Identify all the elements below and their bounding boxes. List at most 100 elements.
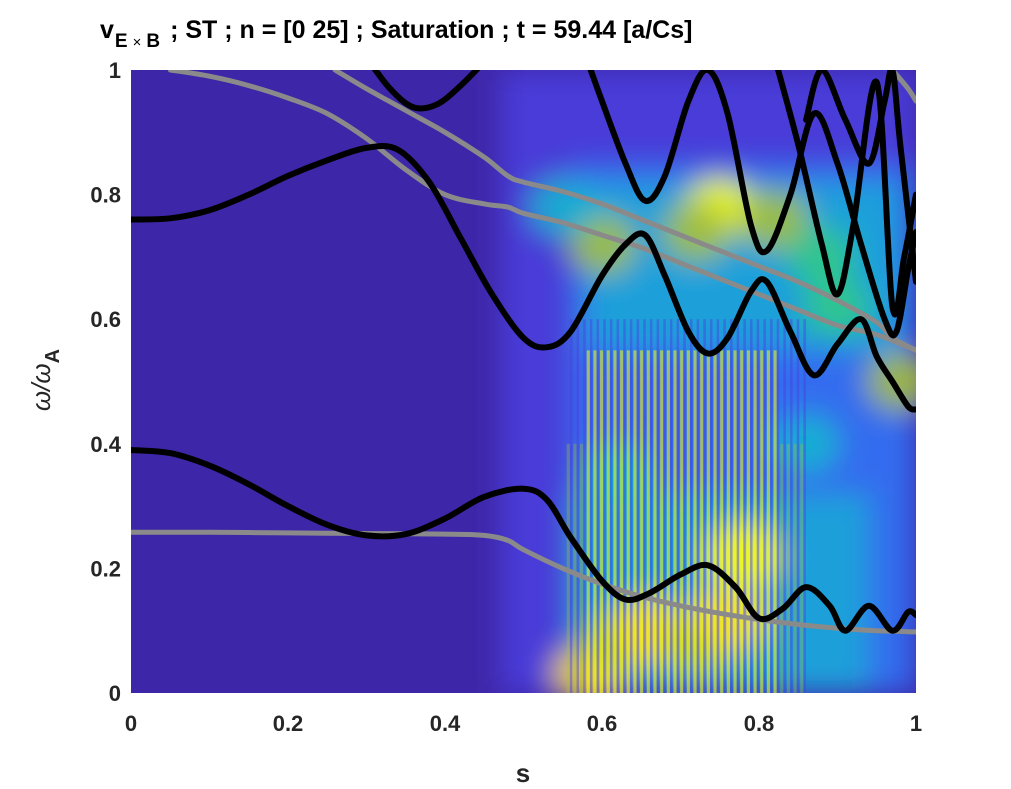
heat-stripe-gap — [689, 319, 693, 693]
heat-stripe — [713, 350, 717, 693]
heat-stripe — [753, 350, 757, 693]
heat-stripe — [633, 350, 637, 693]
y-axis-label-sub: A — [42, 349, 64, 363]
heat-hotspot — [528, 177, 597, 238]
y-tick-label: 0 — [109, 681, 121, 706]
heat-stripe-gap — [583, 319, 586, 693]
heat-stripe-gap — [716, 319, 720, 693]
y-tick-label: 1 — [109, 58, 121, 83]
heat-hotspot — [772, 413, 841, 474]
heat-stripe — [653, 350, 657, 693]
y-tick-label: 0.4 — [90, 432, 121, 457]
heat-stripe — [726, 350, 731, 693]
heat-stripe-gap — [616, 319, 620, 693]
heat-stripe-gap — [790, 319, 793, 693]
y-axis-ticks: 0 0.2 0.4 0.6 0.8 1 — [90, 58, 121, 706]
x-axis-label: s — [516, 758, 530, 788]
heat-stripe — [620, 350, 624, 693]
heat-stripe-gap — [576, 319, 580, 693]
x-tick-label: 0.8 — [744, 711, 775, 736]
heat-stripe — [666, 350, 670, 693]
heat-stripe — [600, 350, 604, 693]
heat-stripe — [606, 350, 610, 693]
x-tick-label: 0.4 — [430, 711, 461, 736]
heat-hotspot — [740, 189, 809, 250]
heat-stripe-gap — [743, 319, 746, 693]
heat-stripe-gap — [643, 319, 646, 693]
heat-stripe-gap — [709, 319, 713, 693]
heat-stripe-gap — [569, 319, 573, 693]
black-curves — [131, 70, 916, 634]
heat-stripe — [673, 350, 677, 693]
heat-stripe — [613, 350, 617, 693]
heat-stripe-gap — [589, 319, 593, 693]
x-tick-label: 0.6 — [587, 711, 618, 736]
heat-stripe — [766, 350, 771, 693]
heat-stripe — [686, 350, 690, 693]
y-tick-label: 0.8 — [90, 183, 121, 208]
heatmap-stripes — [566, 319, 806, 693]
heat-stripe — [773, 350, 777, 693]
y-axis-label: ω/ωA — [26, 349, 64, 411]
heat-stripe-gap — [629, 319, 633, 693]
heat-stripe — [793, 443, 797, 693]
black-curve — [131, 142, 916, 413]
heat-stripe-gap — [783, 319, 786, 693]
plot-area — [131, 70, 916, 693]
heat-stripe — [646, 350, 650, 693]
x-tick-label: 1 — [910, 711, 922, 736]
heat-stripe — [693, 350, 697, 693]
heat-stripe — [746, 350, 751, 693]
heat-stripe-gap — [676, 319, 680, 693]
heat-stripe-gap — [696, 319, 700, 693]
title-subscript-a: E — [115, 31, 128, 52]
heat-stripe — [640, 350, 644, 693]
heat-stripe-gap — [649, 319, 653, 693]
heat-stripe — [733, 350, 737, 693]
gray-curve — [332, 70, 916, 353]
heat-stripe — [700, 350, 704, 693]
y-tick-label: 0.2 — [90, 556, 121, 581]
title-subscript-op: × — [133, 34, 142, 51]
x-tick-label: 0 — [125, 711, 137, 736]
black-curve — [775, 70, 916, 318]
heat-stripe-gap — [803, 319, 806, 693]
x-axis-ticks: 0 0.2 0.4 0.6 0.8 1 — [125, 711, 922, 736]
heat-stripe — [586, 350, 590, 693]
heat-stripe-gap — [669, 319, 673, 693]
heat-stripe — [626, 350, 630, 693]
heat-stripe-gap — [736, 319, 740, 693]
black-curve — [803, 70, 916, 285]
heat-stripe — [780, 443, 784, 693]
heat-stripe-gap — [730, 319, 733, 693]
black-curve — [371, 70, 481, 112]
black-curve — [131, 447, 916, 634]
heat-stripe — [720, 350, 724, 693]
title-prefix: v — [100, 16, 114, 44]
gray-curve — [167, 70, 916, 353]
heat-stripe — [660, 350, 664, 693]
heat-stripe-gap — [683, 319, 686, 693]
y-axis-label-main: ω/ω — [26, 363, 56, 411]
gray-curve — [131, 529, 916, 635]
heat-stripe-gap — [723, 319, 726, 693]
heat-stripe-gap — [656, 319, 660, 693]
heat-stripe-gap — [763, 319, 766, 693]
heat-stripe-gap — [750, 319, 753, 693]
x-tick-label: 0.2 — [273, 711, 304, 736]
heat-stripe-gap — [663, 319, 666, 693]
heat-stripe-gap — [796, 319, 800, 693]
y-tick-label: 0.6 — [90, 307, 121, 332]
heat-stripe — [680, 350, 684, 693]
heat-stripe-gap — [603, 319, 606, 693]
title-subscript-b: B — [146, 31, 160, 52]
heat-stripe-gap — [776, 319, 780, 693]
heat-stripe-gap — [770, 319, 773, 693]
heat-stripe — [786, 443, 791, 693]
heat-stripe-gap — [756, 319, 760, 693]
black-curve — [587, 70, 916, 339]
heat-stripe-gap — [703, 319, 706, 693]
heat-stripe — [593, 350, 597, 693]
